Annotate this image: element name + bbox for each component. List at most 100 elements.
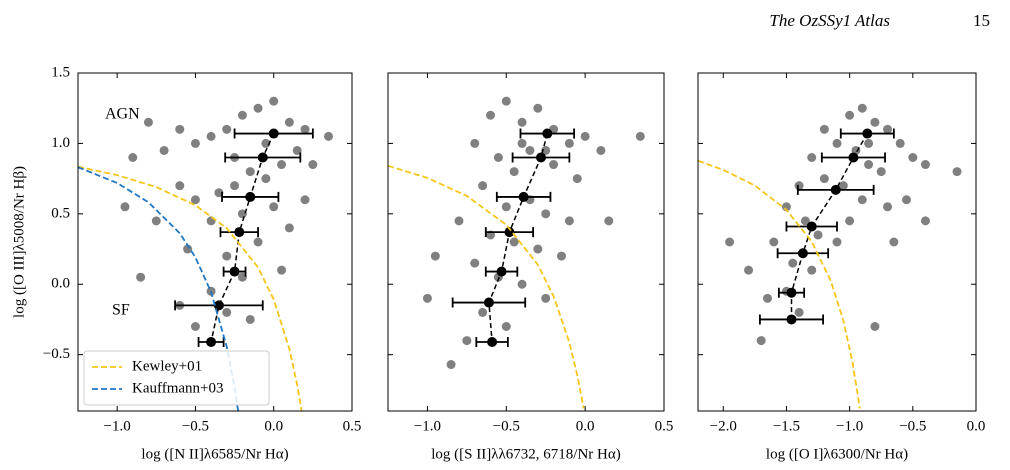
- demarcation-curve: [78, 165, 303, 411]
- point: [756, 336, 766, 346]
- point: [857, 103, 867, 113]
- point: [870, 322, 880, 331]
- point: [845, 216, 855, 226]
- point: [501, 322, 511, 331]
- point: [222, 124, 232, 134]
- binned-point: [206, 336, 217, 347]
- demarcation-curve: [388, 164, 585, 409]
- point: [253, 103, 263, 113]
- y-tick-label: 0.0: [51, 276, 70, 292]
- point: [128, 153, 138, 162]
- point: [864, 138, 874, 148]
- binned-point: [245, 191, 256, 202]
- point: [517, 138, 527, 148]
- point: [206, 131, 216, 141]
- point: [422, 293, 432, 303]
- point: [501, 202, 511, 212]
- point: [175, 124, 185, 134]
- point: [541, 145, 551, 155]
- binned-point: [862, 128, 873, 139]
- x-tick-label: 0.0: [264, 418, 283, 434]
- legend-label: Kewley+01: [132, 358, 202, 374]
- binned-point: [542, 128, 553, 139]
- binned-point: [257, 152, 268, 163]
- binned-point: [797, 248, 808, 259]
- point: [284, 117, 294, 127]
- x-tick-label: −1.0: [836, 418, 863, 434]
- point: [541, 209, 551, 219]
- point: [769, 237, 779, 247]
- point: [596, 145, 606, 155]
- binned-point: [806, 221, 817, 232]
- point: [635, 131, 645, 141]
- y-tick-label: 1.5: [51, 64, 70, 80]
- point: [454, 216, 464, 226]
- panel: −1.0 −0.5 0.0 0.5 −0.5 0.0 0.5 1.0 1.5 log ([N II…: [11, 64, 361, 462]
- point: [800, 216, 810, 226]
- binned-point: [848, 152, 859, 163]
- point: [430, 251, 440, 261]
- point: [245, 167, 255, 177]
- point: [525, 145, 535, 155]
- point: [883, 124, 893, 134]
- x-tick-label: 0.0: [967, 418, 986, 434]
- point: [324, 131, 334, 141]
- panel: −1.0 −0.5 0.0 0.5 log ([S II]λλ6732, 6718/Nr…: [387, 72, 674, 462]
- point: [151, 216, 161, 226]
- binned-point: [504, 227, 515, 238]
- point: [261, 174, 271, 184]
- x-tick-label: −1.0: [414, 418, 441, 434]
- point: [269, 202, 279, 212]
- annotation: SF: [112, 302, 130, 319]
- point: [190, 138, 200, 148]
- binned-point: [496, 266, 507, 277]
- point: [190, 322, 200, 331]
- point: [478, 307, 488, 317]
- point: [541, 293, 551, 303]
- point: [470, 138, 480, 148]
- y-tick-label: 0.5: [51, 205, 70, 221]
- binned-point: [535, 152, 546, 163]
- point: [763, 293, 772, 303]
- point: [509, 167, 519, 177]
- point: [813, 230, 823, 240]
- plot-frame: [77, 72, 353, 412]
- point: [876, 167, 886, 177]
- x-axis-label: log ([S II]λλ6732, 6718/Nr Hα): [431, 446, 620, 462]
- legend-label: Kauffmann+03: [132, 380, 224, 396]
- point: [517, 279, 527, 289]
- point: [222, 251, 232, 261]
- point: [883, 202, 893, 212]
- point: [261, 138, 271, 148]
- point: [237, 110, 247, 120]
- point: [788, 258, 798, 268]
- point: [908, 153, 918, 162]
- point: [493, 153, 503, 162]
- point: [222, 307, 232, 317]
- point: [159, 145, 169, 155]
- point: [300, 195, 310, 205]
- point: [864, 160, 874, 170]
- point: [269, 96, 279, 106]
- point: [819, 124, 829, 134]
- binned-line: [210, 133, 275, 343]
- point: [253, 237, 263, 247]
- point: [120, 202, 130, 212]
- point: [277, 160, 287, 170]
- point: [604, 216, 614, 226]
- point: [857, 195, 867, 205]
- point: [580, 131, 590, 141]
- x-axis-label: log ([N II]λ6585/Nr Hα): [141, 446, 288, 462]
- y-tick-label: 1.0: [51, 135, 70, 151]
- binned-point: [830, 184, 841, 195]
- x-tick-label: 0.5: [655, 418, 674, 434]
- point: [572, 174, 582, 184]
- y-axis-label: log ([O III]λ5008/Nr Hβ): [11, 166, 27, 318]
- point: [509, 237, 519, 247]
- point: [549, 160, 559, 170]
- panel: −2.0 −1.5 −1.0 −0.5 0.0 log ([O I]λ6300/Nr Hα…: [697, 72, 986, 462]
- binned-point: [234, 227, 245, 238]
- plot-frame: [697, 72, 977, 412]
- point: [794, 181, 804, 191]
